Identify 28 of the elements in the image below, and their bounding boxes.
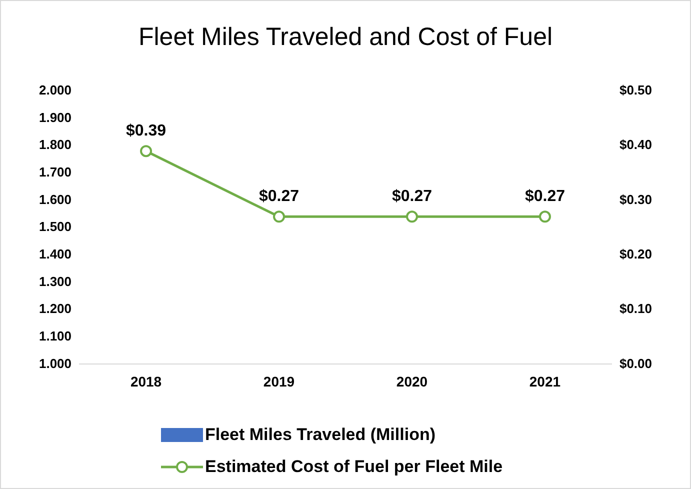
- y-tick-label: 1.300: [38, 274, 72, 289]
- y2-tick-label: $0.10: [619, 301, 652, 316]
- x-tick-label: 2018: [130, 373, 162, 390]
- y2-tick-label: $0.30: [619, 192, 652, 207]
- y-tick-label: 1.700: [38, 164, 72, 180]
- y-tick-label: 1.200: [38, 301, 72, 316]
- y-tick-label: 1.500: [38, 219, 72, 234]
- legend-label: Estimated Cost of Fuel per Fleet Mile: [205, 457, 503, 477]
- y2-tick-label: $0.40: [619, 137, 652, 152]
- x-tick-label: 2020: [396, 373, 428, 390]
- x-tick-label: 2019: [263, 373, 295, 390]
- data-label: $0.27: [392, 188, 432, 206]
- data-label: $0.27: [258, 188, 300, 206]
- data-label: $0.39: [126, 122, 166, 140]
- y2-tick-label: $0.50: [619, 82, 652, 98]
- y-tick-label: 1.900: [38, 110, 72, 125]
- legend-label: Fleet Miles Traveled (Million): [205, 425, 436, 445]
- y-tick-label: 1.000: [38, 356, 72, 371]
- x-tick-label: 2021: [529, 373, 561, 390]
- y-tick-label: 2.000: [38, 82, 72, 98]
- y2-tick-label: $0.20: [619, 246, 652, 262]
- data-label: $0.27: [524, 188, 566, 206]
- y-tick-label: 1.600: [38, 192, 72, 207]
- y-tick-label: 1.800: [38, 137, 72, 152]
- y-tick-label: 1.100: [38, 328, 72, 344]
- y2-tick-label: $0.00: [619, 356, 652, 371]
- chart-title: Fleet Miles Traveled and Cost of Fuel: [138, 22, 553, 51]
- y-tick-label: 1.400: [38, 246, 72, 262]
